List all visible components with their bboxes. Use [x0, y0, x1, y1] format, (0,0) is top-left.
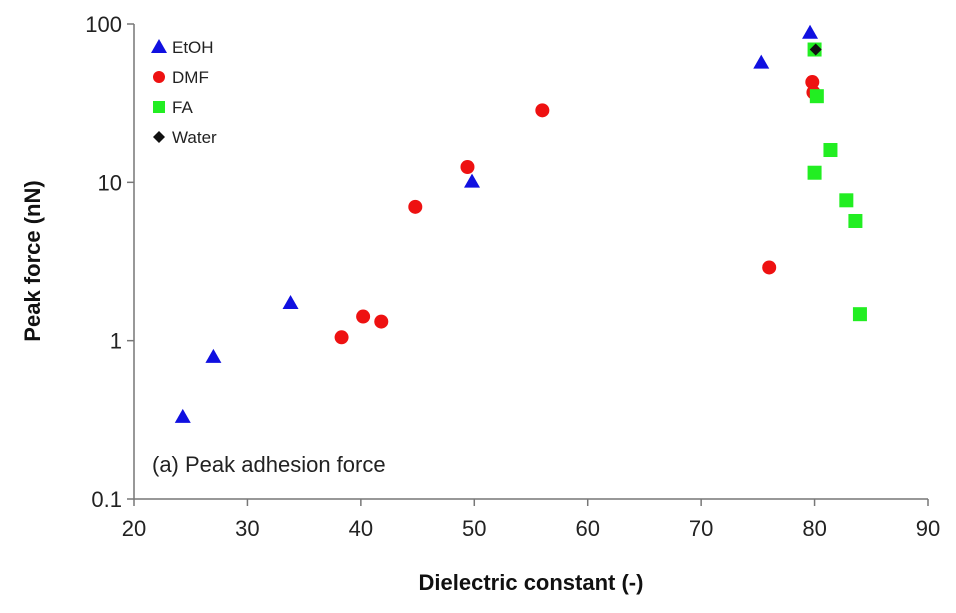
- legend-item-etoh: EtOH: [151, 38, 214, 57]
- x-tick-label: 70: [689, 516, 713, 541]
- point-dmf: [460, 159, 475, 174]
- point-etoh: [753, 54, 770, 69]
- panel-annotation: (a) Peak adhesion force: [152, 452, 386, 477]
- x-tick-label: 20: [122, 516, 146, 541]
- ticks: 20 30 40 50 60 70 80 90 0.1 1 10 100: [85, 12, 940, 541]
- point-dmf: [356, 309, 371, 324]
- y-tick-label: 100: [85, 12, 122, 37]
- point-dmf: [762, 260, 777, 275]
- point-fa: [839, 193, 854, 208]
- legend-item-water: Water: [153, 128, 217, 147]
- point-dmf: [334, 330, 349, 345]
- series-dmf: [334, 75, 821, 345]
- series-etoh: [174, 24, 819, 423]
- point-dmf: [805, 75, 820, 90]
- axes: [133, 24, 928, 500]
- point-dmf: [374, 314, 389, 329]
- y-axis-title: Peak force (nN): [20, 180, 45, 341]
- point-fa: [809, 89, 824, 104]
- x-tick-label: 40: [349, 516, 373, 541]
- x-tick-label: 60: [575, 516, 599, 541]
- series-water: [809, 43, 822, 56]
- point-dmf: [408, 199, 423, 214]
- point-fa: [823, 143, 838, 158]
- point-etoh: [282, 294, 299, 309]
- x-tick-label: 30: [235, 516, 259, 541]
- x-tick-label: 50: [462, 516, 486, 541]
- legend-item-dmf: DMF: [153, 68, 209, 87]
- point-fa: [852, 307, 867, 322]
- legend-label-fa: FA: [172, 98, 193, 117]
- y-tick-label: 0.1: [91, 487, 122, 512]
- x-tick-label: 80: [802, 516, 826, 541]
- point-fa: [807, 165, 822, 180]
- legend: EtOH DMF FA Water: [151, 38, 217, 147]
- x-axis-title: Dielectric constant (-): [419, 570, 644, 595]
- point-fa: [848, 213, 863, 228]
- legend-item-fa: FA: [153, 98, 193, 117]
- y-tick-label: 10: [98, 170, 122, 195]
- data-points: [174, 24, 867, 423]
- legend-marker-dmf: [153, 71, 165, 83]
- legend-marker-water: [153, 131, 165, 143]
- point-etoh: [802, 24, 819, 39]
- x-tick-label: 90: [916, 516, 940, 541]
- point-dmf: [535, 103, 550, 118]
- point-etoh: [174, 408, 191, 423]
- legend-marker-etoh: [151, 39, 167, 53]
- point-etoh: [205, 348, 222, 363]
- legend-label-water: Water: [172, 128, 217, 147]
- y-tick-label: 1: [110, 329, 122, 354]
- point-water: [809, 43, 822, 56]
- legend-label-etoh: EtOH: [172, 38, 214, 57]
- legend-label-dmf: DMF: [172, 68, 209, 87]
- legend-marker-fa: [153, 101, 165, 113]
- point-etoh: [464, 173, 481, 188]
